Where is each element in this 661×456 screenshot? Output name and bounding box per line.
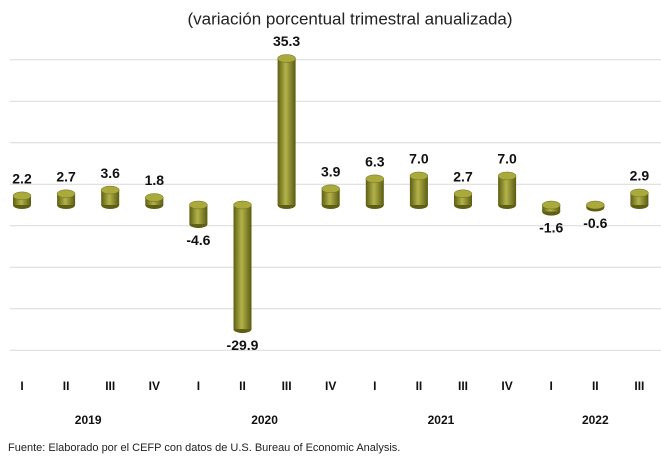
bar	[233, 205, 252, 330]
bar-cap	[497, 171, 517, 181]
bar-cap	[409, 171, 429, 181]
bar	[454, 193, 472, 205]
bar	[321, 188, 340, 205]
bar-cap	[145, 193, 164, 202]
bar	[57, 193, 76, 205]
bar	[101, 190, 120, 205]
bar-cap	[189, 200, 208, 210]
bar-cap	[453, 189, 473, 199]
bar	[277, 58, 296, 205]
x-tick-label: I	[20, 379, 23, 393]
bar	[13, 195, 31, 205]
bar-cap	[233, 200, 252, 210]
chart-title: (variación porcentual trimestral anualiz…	[187, 9, 512, 28]
x-tick-label: II	[416, 379, 423, 393]
value-label: 7.0	[497, 151, 517, 167]
bar-cap	[630, 188, 649, 198]
bar-cap	[321, 184, 340, 194]
x-tick-label: IV	[501, 379, 512, 393]
x-tick-label: III	[105, 379, 115, 393]
x-tick-label: I	[197, 379, 200, 393]
value-label: 2.7	[453, 168, 473, 184]
bar	[189, 205, 208, 225]
value-label: -29.9	[227, 337, 259, 353]
value-label: 3.6	[100, 165, 120, 181]
bar-cap	[541, 200, 561, 210]
year-label: 2020	[251, 413, 278, 427]
x-tick-label: III	[458, 379, 468, 393]
bar-cap	[586, 200, 605, 210]
x-tick-label: II	[239, 379, 246, 393]
bar	[409, 175, 428, 205]
bar-cap	[277, 54, 296, 63]
value-label: 6.3	[365, 154, 385, 170]
value-label: 3.9	[321, 164, 341, 180]
bar-cap	[100, 185, 120, 195]
value-label: 7.0	[409, 151, 429, 167]
value-label: -1.6	[539, 219, 563, 235]
source-note: Fuente: Elaborado por el CEFP con datos …	[8, 442, 400, 454]
value-label: -4.6	[186, 232, 210, 248]
year-label: 2021	[428, 413, 455, 427]
x-tick-label: I	[373, 379, 376, 393]
x-tick-label: III	[282, 379, 292, 393]
value-label: 1.8	[145, 172, 165, 188]
bar-cap	[12, 191, 32, 201]
bar	[365, 178, 384, 205]
bar-cap	[365, 174, 385, 184]
x-tick-label: II	[592, 379, 599, 393]
year-label: 2022	[582, 413, 609, 427]
bar-cap	[56, 189, 76, 199]
x-tick-label: IV	[325, 379, 336, 393]
value-label: 2.7	[56, 168, 76, 184]
value-label: 2.2	[12, 171, 32, 187]
x-tick-label: II	[63, 379, 70, 393]
year-label: 2019	[75, 413, 102, 427]
x-tick-label: I	[550, 379, 553, 393]
value-label: 2.9	[630, 168, 650, 184]
bar	[498, 175, 517, 205]
x-tick-label: III	[634, 379, 644, 393]
value-label: -0.6	[583, 215, 607, 231]
x-tick-label: IV	[149, 379, 160, 393]
value-label: 35.3	[273, 33, 300, 49]
